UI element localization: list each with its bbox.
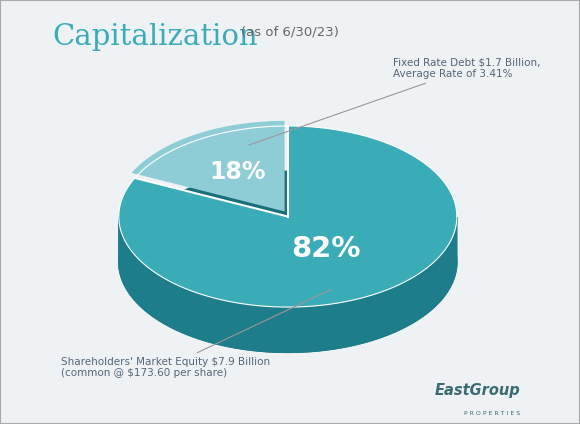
Text: Fixed Rate Debt $1.7 Billion,
Average Rate of 3.41%: Fixed Rate Debt $1.7 Billion, Average Ra… (249, 58, 541, 145)
Text: (as of 6/30/23): (as of 6/30/23) (241, 25, 339, 39)
Text: Shareholders' Market Equity $7.9 Billion
(common @ $173.60 per share): Shareholders' Market Equity $7.9 Billion… (61, 289, 332, 378)
Polygon shape (119, 171, 457, 352)
Text: 82%: 82% (291, 234, 361, 262)
Polygon shape (119, 217, 457, 352)
Text: EastGroup: EastGroup (434, 382, 520, 398)
Text: P R O P E R T I E S: P R O P E R T I E S (464, 411, 520, 416)
Text: Capitalization: Capitalization (52, 23, 258, 51)
Text: 18%: 18% (209, 160, 266, 184)
Polygon shape (132, 121, 285, 212)
Polygon shape (119, 126, 457, 307)
